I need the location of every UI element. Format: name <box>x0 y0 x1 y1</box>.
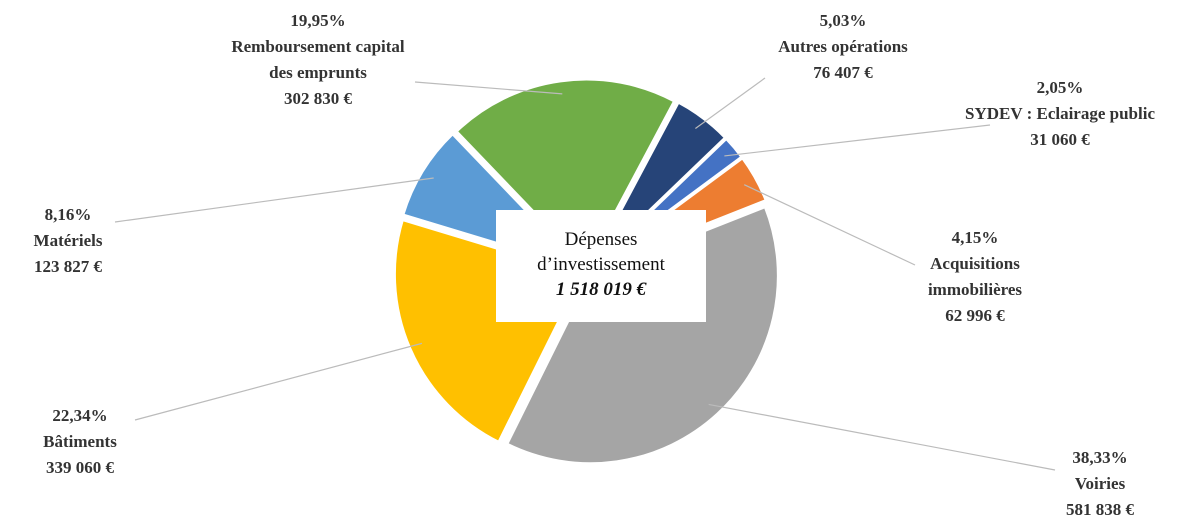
slice-label: 38,33% Voiries 581 838 € <box>1040 445 1160 523</box>
category-label: Bâtiments <box>43 432 117 451</box>
percent-label: 5,03% <box>819 11 867 30</box>
category-label: Acquisitions immobilières <box>927 254 1023 299</box>
percent-label: 2,05% <box>1036 78 1084 97</box>
slice-label: 5,03% Autres opérations 76 407 € <box>743 8 943 86</box>
leader-line <box>695 77 766 129</box>
leader-line <box>743 184 916 266</box>
category-label: Autres opérations <box>778 37 908 56</box>
percent-label: 8,16% <box>44 205 92 224</box>
pie-slice <box>504 204 780 466</box>
leader-line <box>724 124 991 157</box>
amount-label: 302 830 € <box>284 89 352 108</box>
slice-label: 22,34% Bâtiments 339 060 € <box>15 403 145 481</box>
pie-slice <box>454 77 677 270</box>
amount-label: 581 838 € <box>1066 500 1134 519</box>
center-total: 1 518 019 € <box>555 279 647 300</box>
slice-label: 8,16% Matériels 123 827 € <box>8 202 128 280</box>
center-label: Dépenses d’investissement <box>537 229 665 275</box>
percent-label: 19,95% <box>290 11 346 30</box>
category-label: Remboursement capital des emprunts <box>231 37 405 82</box>
slice-label: 19,95% Remboursement capital des emprunts… <box>218 8 418 112</box>
amount-label: 76 407 € <box>813 63 873 82</box>
category-label: Matériels <box>33 231 103 250</box>
leader-line <box>708 403 1056 471</box>
slice-label: 2,05% SYDEV : Eclairage public 31 060 € <box>965 75 1155 153</box>
percent-label: 4,15% <box>951 228 999 247</box>
leader-line <box>414 81 563 95</box>
amount-label: 31 060 € <box>1030 130 1090 149</box>
category-label: Voiries <box>1074 474 1126 493</box>
percent-label: 38,33% <box>1072 448 1128 467</box>
amount-label: 339 060 € <box>46 458 114 477</box>
leader-line <box>114 177 434 223</box>
amount-label: 62 996 € <box>945 306 1005 325</box>
amount-label: 123 827 € <box>34 257 102 276</box>
center-box: Dépenses d’investissement 1 518 019 € <box>496 210 706 322</box>
slice-label: 4,15% Acquisitions immobilières 62 996 € <box>905 225 1045 329</box>
percent-label: 22,34% <box>52 406 108 425</box>
leader-line <box>134 342 423 421</box>
category-label: SYDEV : Eclairage public <box>965 104 1156 123</box>
